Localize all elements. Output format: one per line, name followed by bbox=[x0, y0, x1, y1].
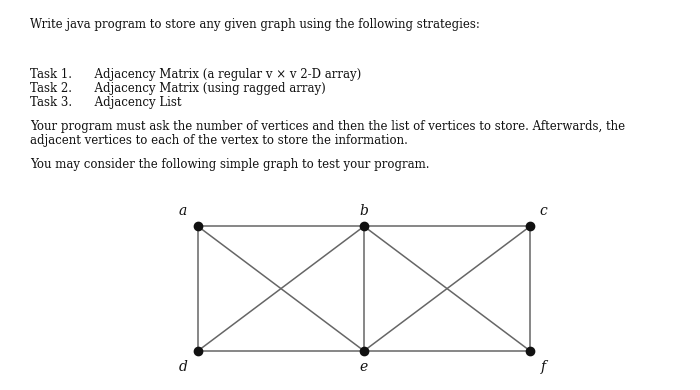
Text: e: e bbox=[360, 360, 368, 374]
Text: adjacent vertices to each of the vertex to store the information.: adjacent vertices to each of the vertex … bbox=[30, 134, 408, 147]
Text: Task 1.      Adjacency Matrix (a regular v × v 2-D array): Task 1. Adjacency Matrix (a regular v × … bbox=[30, 68, 361, 81]
Text: You may consider the following simple graph to test your program.: You may consider the following simple gr… bbox=[30, 158, 430, 171]
Text: Task 2.      Adjacency Matrix (using ragged array): Task 2. Adjacency Matrix (using ragged a… bbox=[30, 82, 326, 95]
Text: c: c bbox=[540, 204, 547, 218]
Text: b: b bbox=[360, 204, 368, 218]
Text: a: a bbox=[178, 204, 187, 218]
Text: Write java program to store any given graph using the following strategies:: Write java program to store any given gr… bbox=[30, 18, 480, 31]
Text: d: d bbox=[178, 360, 188, 374]
Text: f: f bbox=[541, 360, 546, 374]
Text: Task 3.      Adjacency List: Task 3. Adjacency List bbox=[30, 96, 181, 109]
Text: Your program must ask the number of vertices and then the list of vertices to st: Your program must ask the number of vert… bbox=[30, 120, 625, 133]
